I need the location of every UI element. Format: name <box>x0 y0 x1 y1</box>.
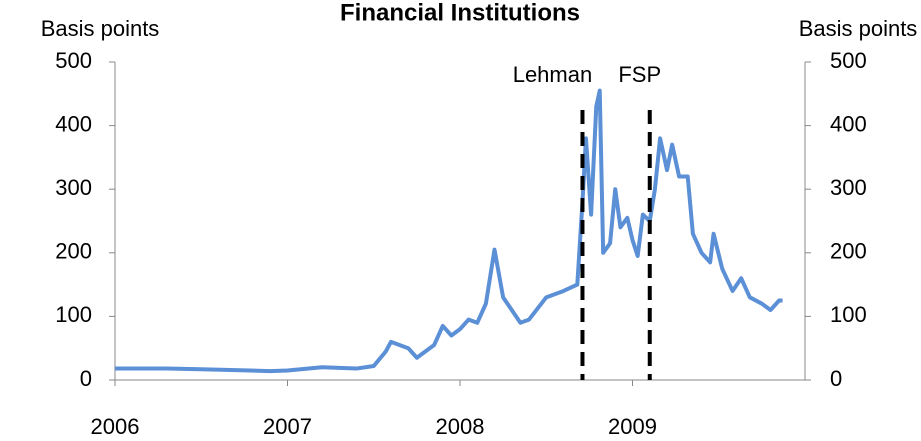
y-axis-label: Basis points <box>41 16 160 41</box>
x-tick-label: 2007 <box>263 414 312 439</box>
y2-tick-label: 400 <box>830 111 867 136</box>
chart-title: Financial Institutions <box>340 0 580 26</box>
y-tick-label: 200 <box>55 239 92 264</box>
y2-axis-label: Basis points <box>799 16 918 41</box>
y-tick-label: 500 <box>55 48 92 73</box>
y2-tick-label: 300 <box>830 175 867 200</box>
x-tick-label: 2006 <box>91 414 140 439</box>
annotation: Lehman <box>513 62 593 87</box>
y-tick-label: 0 <box>80 366 92 391</box>
annotation: FSP <box>618 62 661 87</box>
line-series <box>115 88 783 374</box>
x-tick-label: 2008 <box>436 414 485 439</box>
y-tick-label: 100 <box>55 302 92 327</box>
y2-tick-label: 0 <box>830 366 842 391</box>
y2-tick-label: 200 <box>830 239 867 264</box>
y-tick-label: 300 <box>55 175 92 200</box>
y-tick-label: 400 <box>55 111 92 136</box>
y2-tick-label: 100 <box>830 302 867 327</box>
x-tick-label: 2009 <box>608 414 657 439</box>
y2-tick-label: 500 <box>830 48 867 73</box>
